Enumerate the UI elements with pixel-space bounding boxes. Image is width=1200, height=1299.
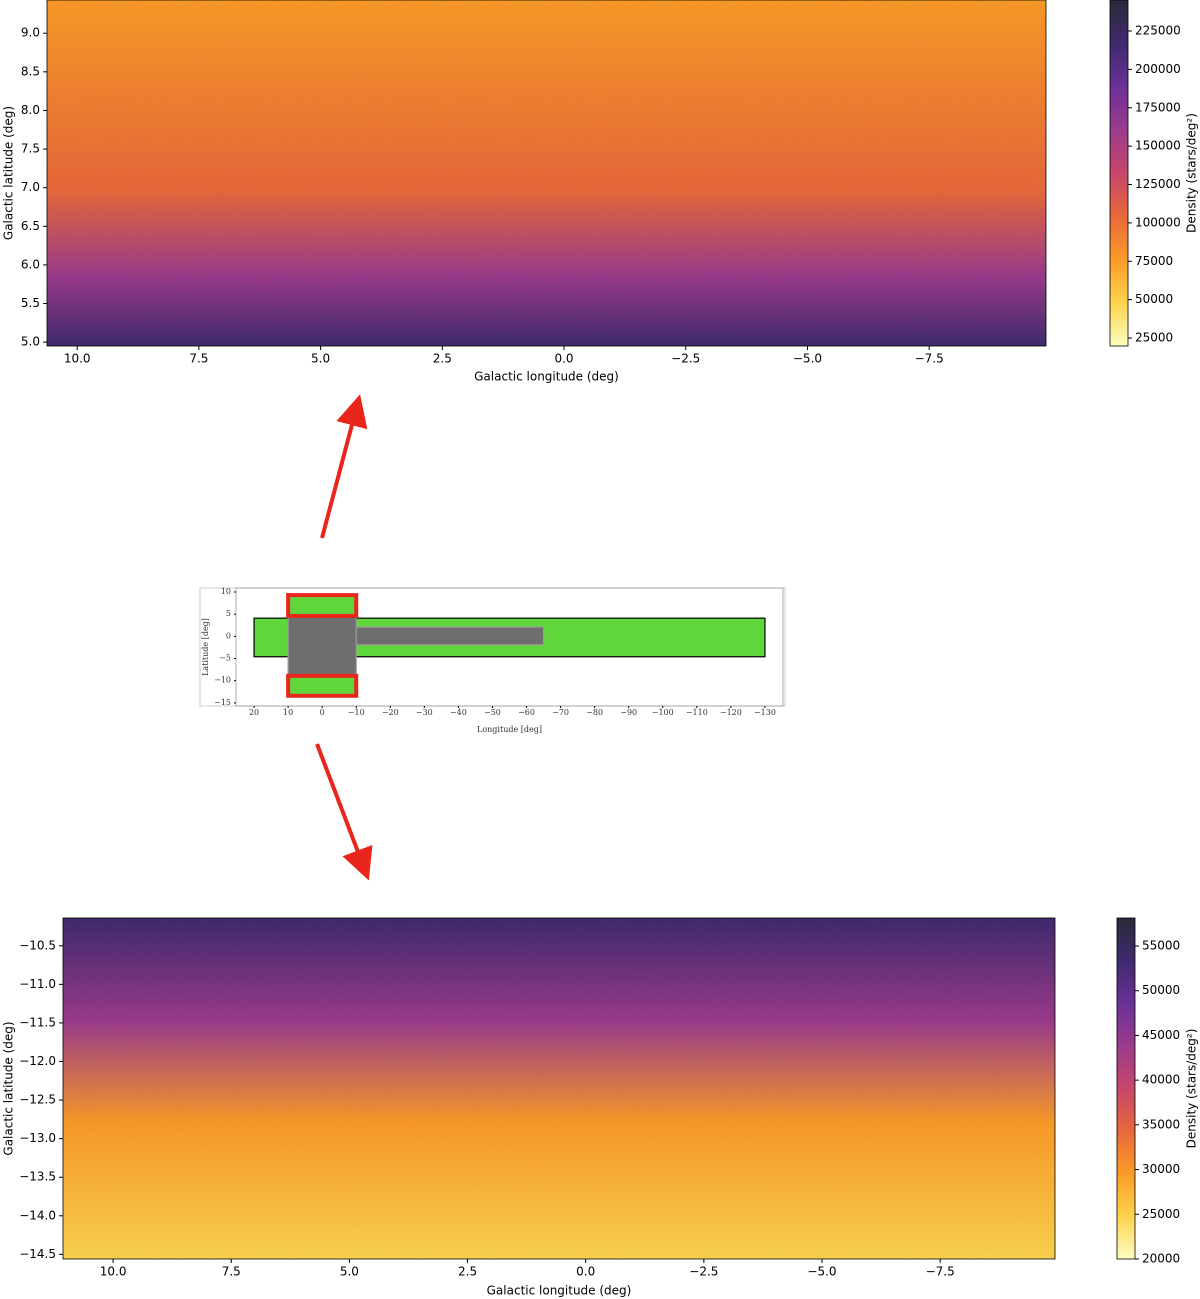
x-tick-label: −50 [484, 708, 501, 717]
y-tick-label: 5.5 [21, 296, 40, 310]
x-tick-label: 7.5 [189, 352, 208, 366]
region [287, 615, 357, 677]
colorbar-tick-label: 125000 [1135, 177, 1181, 191]
x-tick-label: −20 [382, 708, 399, 717]
y-tick-label: 0 [226, 631, 231, 640]
colorbar-tick-label: 50000 [1142, 983, 1180, 997]
x-tick-label: −5.0 [807, 1265, 836, 1279]
colorbar-label: Density (stars/deg²) [1185, 113, 1199, 233]
x-tick-label: −40 [450, 708, 467, 717]
y-tick-label: −5 [219, 654, 231, 663]
y-tick-label: −14.5 [19, 1247, 56, 1261]
x-tick-label: −5.0 [793, 352, 822, 366]
colorbar-tick-label: 45000 [1142, 1028, 1180, 1042]
colorbar-tick-label: 40000 [1142, 1073, 1180, 1087]
y-tick-label: −14.0 [19, 1208, 56, 1222]
y-tick-label: 8.0 [21, 103, 40, 117]
x-tick-label: 0.0 [576, 1265, 595, 1279]
x-tick-label: −80 [586, 708, 603, 717]
y-axis-label: Latitude [deg] [201, 618, 210, 676]
axes-frame [46, 0, 1047, 347]
y-axis-label: Galactic latitude (deg) [2, 1021, 16, 1155]
x-tick-label: −120 [720, 708, 742, 717]
y-tick-label: −15 [214, 698, 231, 707]
region [286, 673, 359, 698]
y-tick-label: 8.5 [21, 64, 40, 78]
colorbar-tick-label: 75000 [1135, 254, 1173, 268]
x-tick-label: −30 [416, 708, 433, 717]
chart: 25000 50000 75000 100000 125000 150000 175000 2… [2, 0, 1199, 384]
colorbar-tick-label: 50000 [1135, 292, 1173, 306]
heatmap-noise [63, 918, 1055, 1259]
region [355, 626, 545, 646]
y-tick-label: −11.0 [19, 977, 56, 991]
x-tick-label: −7.5 [926, 1265, 955, 1279]
y-tick-label: 6.0 [21, 257, 40, 271]
colorbar-tick-label: 150000 [1135, 139, 1181, 153]
y-tick-label: −13.0 [19, 1131, 56, 1145]
chart: 20000 25000 30000 35000 40000 45000 50000 55000… [2, 917, 1199, 1298]
x-tick-label: 5.0 [340, 1265, 359, 1279]
x-tick-label: −110 [686, 708, 708, 717]
x-tick-label: −7.5 [915, 352, 944, 366]
x-tick-label: −90 [620, 708, 637, 717]
y-tick-label: −12.0 [19, 1054, 56, 1068]
colorbar-tick-label: 100000 [1135, 215, 1181, 229]
y-tick-label: −12.5 [19, 1093, 56, 1107]
y-tick-label: 7.5 [21, 142, 40, 156]
y-tick-label: 7.0 [21, 180, 40, 194]
region [286, 593, 359, 618]
axes-frame [62, 917, 1056, 1260]
x-tick-label: −10 [348, 708, 365, 717]
x-tick-label: 0 [320, 708, 325, 717]
colorbar-tick-label: 200000 [1135, 62, 1181, 76]
colorbar-tick-label: 20000 [1142, 1252, 1180, 1266]
x-tick-label: 2.5 [433, 352, 452, 366]
x-axis-label: Galactic longitude (deg) [474, 370, 619, 384]
y-tick-label: 6.5 [21, 219, 40, 233]
x-axis-label: Longitude [deg] [477, 725, 542, 734]
colorbar [1109, 0, 1129, 347]
x-tick-label: −100 [652, 708, 674, 717]
x-tick-label: −60 [518, 708, 535, 717]
chart: 20 10 0 −10 −20 −30 −40 −50 −60 −70 −80 −90 −100 −110… [201, 587, 784, 734]
y-tick-label: 5 [226, 609, 231, 618]
colorbar-tick-label: 225000 [1135, 24, 1181, 38]
x-tick-label: 10 [283, 708, 293, 717]
x-tick-label: 0.0 [554, 352, 573, 366]
colorbar [1116, 917, 1136, 1260]
y-tick-label: −10 [214, 676, 231, 685]
y-tick-label: −11.5 [19, 1015, 56, 1029]
arrow-down [315, 743, 373, 881]
colorbar-tick-label: 55000 [1142, 938, 1180, 952]
x-tick-label: −130 [754, 708, 776, 717]
arrow-up [320, 394, 368, 539]
x-tick-label: −70 [552, 708, 569, 717]
axes-frame [235, 587, 784, 707]
colorbar-tick-label: 35000 [1142, 1117, 1180, 1131]
y-tick-label: 5.0 [21, 335, 40, 349]
x-tick-label: 10.0 [100, 1265, 127, 1279]
colorbar-tick-label: 25000 [1142, 1207, 1180, 1221]
colorbar-tick-label: 175000 [1135, 100, 1181, 114]
colorbar-label: Density (stars/deg²) [1185, 1029, 1199, 1149]
y-tick-label: 9.0 [21, 26, 40, 40]
y-tick-label: −10.5 [19, 938, 56, 952]
heatmap-noise [47, 0, 1046, 346]
x-tick-label: −2.5 [671, 352, 700, 366]
x-tick-label: −2.5 [689, 1265, 718, 1279]
x-tick-label: 5.0 [311, 352, 330, 366]
x-tick-label: 7.5 [222, 1265, 241, 1279]
x-tick-label: 10.0 [64, 352, 91, 366]
y-axis-label: Galactic latitude (deg) [2, 106, 16, 240]
x-axis-label: Galactic longitude (deg) [487, 1284, 632, 1298]
y-tick-label: −13.5 [19, 1170, 56, 1184]
y-tick-label: 10 [221, 587, 231, 596]
colorbar-tick-label: 30000 [1142, 1162, 1180, 1176]
x-tick-label: 2.5 [458, 1265, 477, 1279]
x-tick-label: 20 [249, 708, 259, 717]
colorbar-tick-label: 25000 [1135, 331, 1173, 345]
